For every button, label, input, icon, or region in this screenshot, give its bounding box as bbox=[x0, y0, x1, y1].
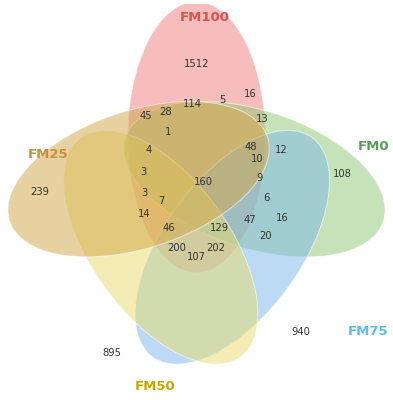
Text: 895: 895 bbox=[103, 348, 121, 358]
Text: 48: 48 bbox=[244, 142, 257, 152]
Text: FM75: FM75 bbox=[348, 325, 388, 338]
Text: 940: 940 bbox=[291, 327, 310, 337]
Text: FM0: FM0 bbox=[358, 140, 389, 154]
Text: 12: 12 bbox=[275, 145, 287, 155]
Text: 20: 20 bbox=[259, 231, 272, 241]
Text: 28: 28 bbox=[160, 106, 172, 116]
Text: FM100: FM100 bbox=[179, 11, 230, 24]
Text: 5: 5 bbox=[219, 95, 225, 105]
Ellipse shape bbox=[135, 130, 329, 364]
Text: 200: 200 bbox=[167, 243, 186, 253]
Text: 108: 108 bbox=[332, 170, 351, 180]
Text: 45: 45 bbox=[140, 110, 152, 120]
Text: 10: 10 bbox=[251, 154, 264, 164]
Text: 160: 160 bbox=[194, 177, 213, 187]
Text: 47: 47 bbox=[243, 215, 256, 225]
Text: 3: 3 bbox=[140, 167, 147, 177]
Ellipse shape bbox=[64, 130, 258, 364]
Text: 7: 7 bbox=[158, 196, 164, 206]
Text: 16: 16 bbox=[244, 89, 257, 99]
Text: 239: 239 bbox=[30, 187, 49, 197]
Ellipse shape bbox=[8, 102, 269, 257]
Text: FM50: FM50 bbox=[135, 380, 176, 393]
Text: 9: 9 bbox=[256, 173, 263, 183]
Text: 14: 14 bbox=[138, 209, 151, 219]
Text: 1: 1 bbox=[165, 128, 171, 138]
Text: 46: 46 bbox=[163, 222, 175, 232]
Text: FM25: FM25 bbox=[28, 148, 68, 161]
Text: 202: 202 bbox=[206, 243, 225, 253]
Text: 129: 129 bbox=[210, 222, 229, 232]
Text: 13: 13 bbox=[256, 114, 269, 124]
Text: 114: 114 bbox=[183, 99, 202, 109]
Text: 16: 16 bbox=[276, 213, 288, 223]
Ellipse shape bbox=[128, 2, 265, 273]
Ellipse shape bbox=[124, 102, 385, 257]
Text: 4: 4 bbox=[145, 145, 152, 155]
Text: 6: 6 bbox=[263, 193, 270, 203]
Text: 3: 3 bbox=[141, 188, 148, 198]
Text: 1512: 1512 bbox=[184, 60, 209, 70]
Text: 107: 107 bbox=[187, 252, 206, 262]
